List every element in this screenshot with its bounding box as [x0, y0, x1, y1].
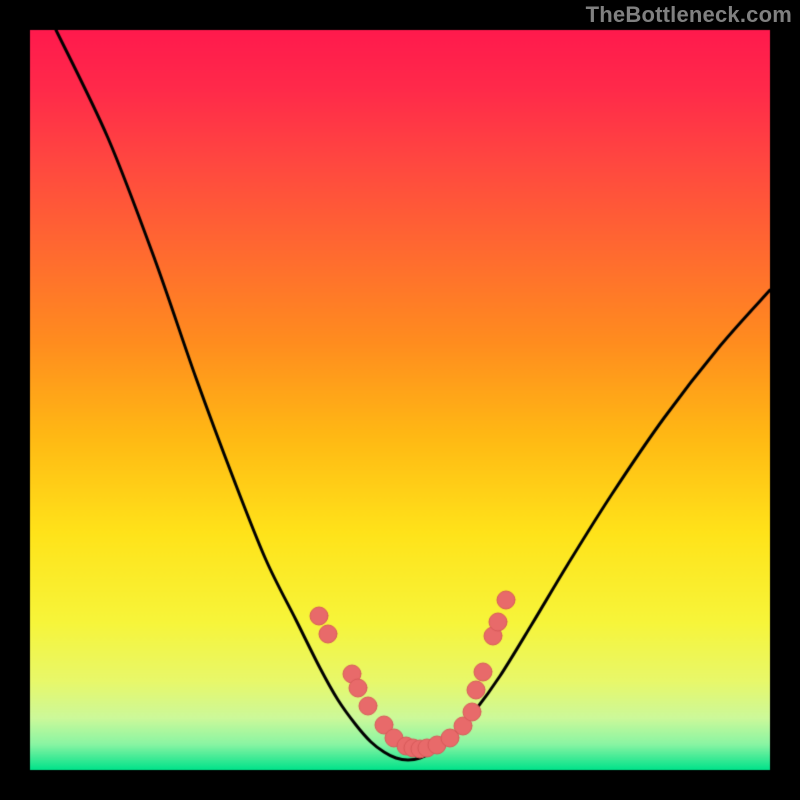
- chart-stage: TheBottleneck.com: [0, 0, 800, 800]
- chart-canvas: [0, 0, 800, 800]
